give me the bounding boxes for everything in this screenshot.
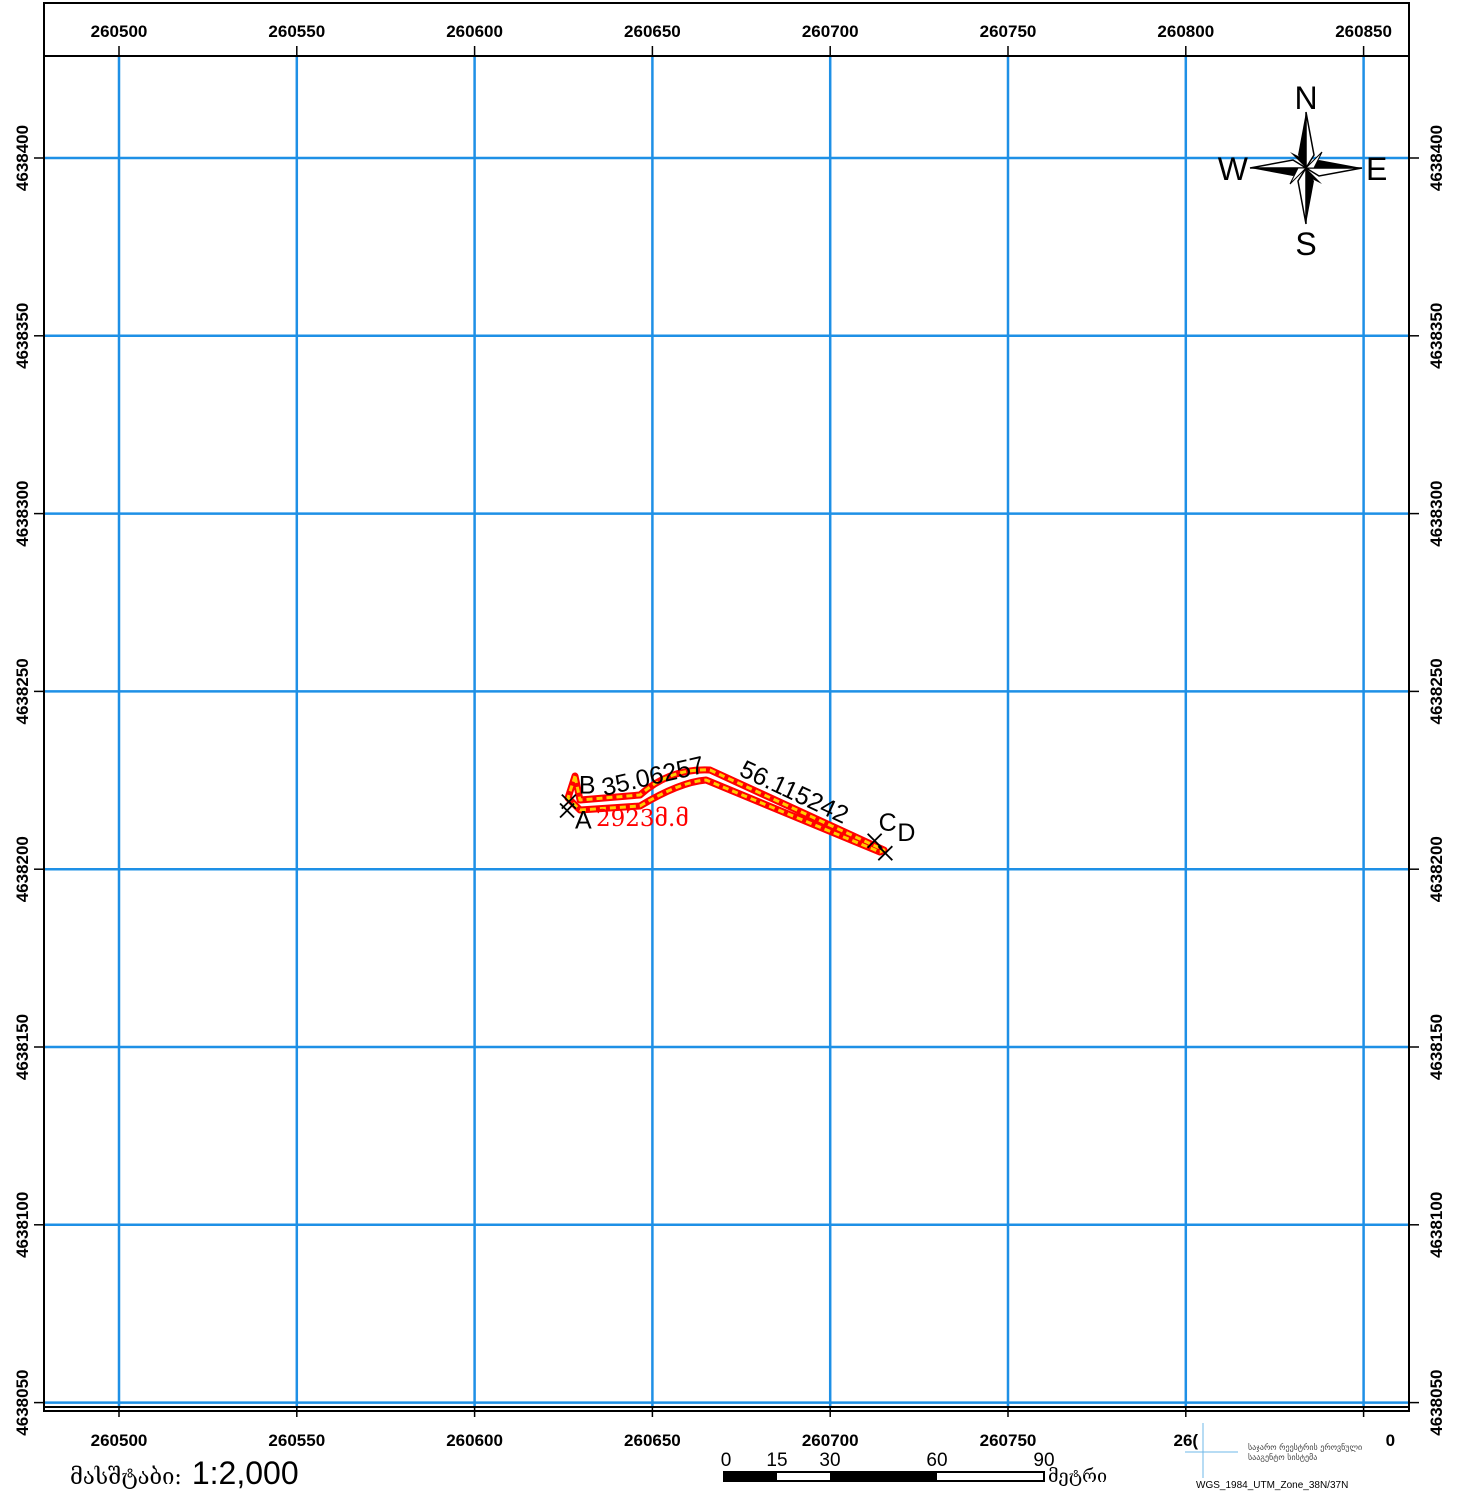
scale-bar-label-90: 90	[1033, 1450, 1054, 1471]
map-scale-prefix: მასშტაბი:	[70, 1465, 182, 1490]
point-cross-line	[561, 793, 577, 810]
y-tick-label-left: 4638400	[13, 125, 32, 191]
x-tick-label-bottom: 0	[1386, 1431, 1395, 1450]
point-label-c: C	[879, 809, 897, 837]
y-tick-label-right: 4638300	[1427, 481, 1446, 547]
y-tick-label-left: 4638250	[13, 658, 32, 724]
scale-bar-label-60: 60	[926, 1450, 947, 1471]
x-tick-label-bottom: 260750	[980, 1431, 1037, 1450]
x-tick-label-top: 260650	[624, 22, 681, 41]
x-tick-label-top: 260800	[1157, 22, 1214, 41]
y-tick-labels-right: 4638400 4638350 4638300 4638250 4638200 46381…	[1409, 125, 1446, 1436]
y-tick-label-left: 4638350	[13, 303, 32, 369]
x-tick-label-top: 260550	[268, 22, 325, 41]
point-cross-line	[867, 833, 883, 849]
compass-e-label: E	[1366, 151, 1387, 187]
point-marker-c[interactable]: C	[867, 809, 897, 849]
north-arrow-icon	[1249, 111, 1363, 225]
compass-s-label: S	[1295, 226, 1316, 262]
x-tick-labels-top: 260500 260550 260600 260650 260700 260750 2608…	[91, 22, 1392, 56]
y-tick-label-left: 4638200	[13, 836, 32, 902]
y-tick-label-right: 4638350	[1427, 303, 1446, 369]
point-label-b: B	[579, 772, 596, 800]
grid-lines	[44, 56, 1409, 1407]
y-tick-label-right: 4638250	[1427, 658, 1446, 724]
x-tick-label-bottom: 260550	[268, 1431, 325, 1450]
y-tick-label-left: 4638050	[13, 1370, 32, 1436]
logo-text-line2: სააგენტო სისტემა	[1248, 1452, 1317, 1462]
compass-w-label: W	[1218, 151, 1249, 187]
x-tick-label-top: 260700	[802, 22, 859, 41]
x-tick-label-bottom: 260600	[446, 1431, 503, 1450]
point-cross-line	[877, 845, 893, 861]
parcel-feature[interactable]	[564, 766, 888, 856]
y-tick-label-right: 4638050	[1427, 1370, 1446, 1436]
point-marker-b[interactable]: B	[561, 772, 596, 810]
y-tick-label-left: 4638300	[13, 481, 32, 547]
point-marker-d[interactable]: D	[877, 819, 915, 861]
map-frame	[43, 2, 1410, 1412]
scale-bar-label-0: 0	[721, 1450, 732, 1471]
y-tick-label-right: 4638200	[1427, 836, 1446, 902]
scale-bar	[723, 1471, 1045, 1482]
area-label: 2923მ.მ	[596, 806, 689, 832]
x-tick-label-bottom: 260500	[91, 1431, 148, 1450]
compass-n-label: N	[1294, 80, 1317, 116]
x-tick-label-top: 260850	[1335, 22, 1392, 41]
logo-text-line1: საჯარო რეესტრის ეროვნული	[1248, 1442, 1362, 1452]
y-tick-label-right: 4638150	[1427, 1014, 1446, 1080]
x-tick-label-top: 260750	[980, 22, 1037, 41]
x-tick-label-bottom: 260650	[624, 1431, 681, 1450]
point-cross-line	[559, 802, 575, 819]
x-tick-label-bottom: 260700	[802, 1431, 859, 1450]
scale-bar-label-15: 15	[766, 1450, 787, 1471]
scale-bar-label-30: 30	[819, 1450, 840, 1471]
y-tick-label-right: 4638400	[1427, 125, 1446, 191]
map-scale-ratio: 1:2,000	[191, 1455, 299, 1491]
agency-logo-icon	[1185, 1423, 1238, 1478]
point-marker-a[interactable]: A	[559, 802, 592, 835]
y-tick-label-left: 4638150	[13, 1014, 32, 1080]
point-label-d: D	[897, 819, 915, 847]
y-tick-label-right: 4638100	[1427, 1192, 1446, 1258]
parcel-dash	[566, 768, 886, 854]
x-tick-labels-bottom: 260500 260550 260600 260650 260700 260750 26( 0	[91, 1407, 1395, 1450]
y-tick-labels-left: 4638400 4638350 4638300 4638250 4638200 46381…	[13, 125, 44, 1436]
scale-bar-unit: მეტრი	[1048, 1466, 1107, 1487]
point-markers: AB C D	[559, 772, 915, 861]
x-tick-label-top: 260600	[446, 22, 503, 41]
crs-label: WGS_1984_UTM_Zone_38N/37N	[1196, 1480, 1348, 1491]
x-tick-label-top: 260500	[91, 22, 148, 41]
point-label-a: A	[575, 807, 592, 835]
y-tick-label-left: 4638100	[13, 1192, 32, 1258]
x-tick-label-bottom: 26(	[1174, 1431, 1199, 1450]
map-scale: მასშტაბი: 1:2,000	[70, 1455, 299, 1492]
